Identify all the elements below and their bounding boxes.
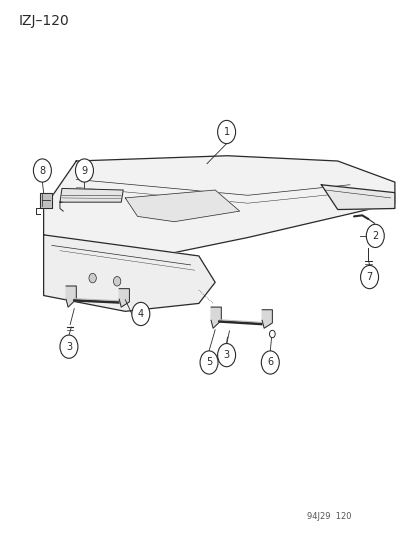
Text: 3: 3: [223, 350, 229, 360]
Circle shape: [217, 343, 235, 367]
Circle shape: [60, 335, 78, 358]
Polygon shape: [211, 307, 221, 328]
Polygon shape: [320, 185, 394, 209]
Text: 8: 8: [39, 166, 45, 175]
Polygon shape: [119, 289, 129, 307]
Polygon shape: [60, 189, 123, 202]
Text: 94J29  120: 94J29 120: [306, 512, 351, 521]
Text: 9: 9: [81, 166, 87, 175]
Circle shape: [131, 302, 150, 326]
Circle shape: [113, 277, 121, 286]
Circle shape: [33, 159, 51, 182]
Circle shape: [261, 351, 279, 374]
Text: IZJ–120: IZJ–120: [19, 14, 70, 28]
Text: 2: 2: [371, 231, 377, 241]
Circle shape: [89, 273, 96, 283]
Text: 3: 3: [66, 342, 72, 352]
Circle shape: [366, 224, 383, 247]
Circle shape: [75, 159, 93, 182]
Circle shape: [269, 330, 275, 338]
Circle shape: [199, 351, 218, 374]
Text: 6: 6: [267, 358, 273, 367]
Polygon shape: [261, 310, 272, 328]
Polygon shape: [66, 286, 76, 307]
Text: 7: 7: [366, 272, 372, 282]
Text: 4: 4: [138, 309, 144, 319]
Polygon shape: [43, 156, 394, 256]
Circle shape: [217, 120, 235, 143]
Circle shape: [360, 265, 377, 289]
Text: 5: 5: [205, 358, 211, 367]
Polygon shape: [40, 192, 52, 208]
Text: 1: 1: [223, 127, 229, 137]
Polygon shape: [43, 235, 215, 311]
Polygon shape: [125, 190, 239, 222]
